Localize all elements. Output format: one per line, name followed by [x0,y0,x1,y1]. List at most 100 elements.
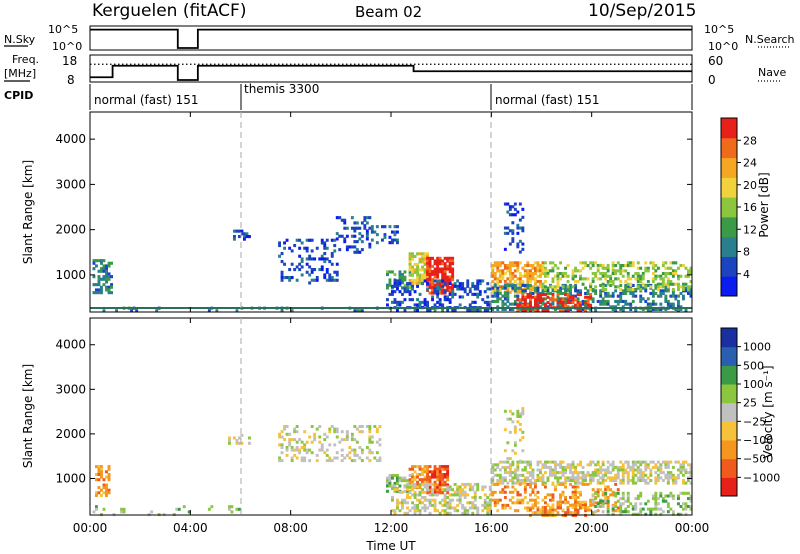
scatter-cell-11 [684,491,688,495]
scatter-cell-13 [671,282,675,286]
scatter-cell-12 [526,295,530,299]
scatter-cell-8 [609,476,613,480]
scatter-cell-8 [594,468,598,472]
scatter-cell-3 [320,446,324,449]
scatter-cell-11 [641,307,645,311]
scatter-cell-8 [626,481,630,485]
scatter-cell-7 [488,511,492,515]
scatter-cell-8 [584,476,587,480]
scatter-cell-3 [335,427,339,431]
scatter-cell-8 [428,291,432,295]
scatter-cell-5 [421,480,424,484]
scatter-cell-3 [278,459,281,463]
scatter-cell-8 [579,476,582,480]
scatter-cell-8 [523,481,527,485]
scatter-cell-8 [589,463,593,467]
scatter-cell-11 [609,294,613,298]
scatter-cell-11 [684,307,688,311]
scatter-cell-11 [679,305,683,309]
scatter-cell-11 [516,286,520,290]
scatter-cell-3 [323,244,327,248]
scatter-cell-3 [325,453,329,457]
scatter-cell-7 [416,281,419,285]
scatter-cell-11 [526,307,530,311]
scatter-cell-10 [531,503,535,507]
scatter-cell-14 [516,210,520,214]
scatter-cell-13 [644,266,648,270]
scatter-cell-8 [616,473,620,477]
scatter-cell-8 [671,473,675,477]
scatter-cell-7 [438,511,442,515]
scatter-cell-3 [308,238,312,242]
beam-title: Beam 02 [355,3,422,21]
scatter-cell-0 [105,470,108,474]
scatter-cell-13 [682,285,685,289]
scatter-cell-13 [651,266,655,270]
scatter-cell-6 [406,283,409,287]
scatter-cell-4 [406,479,409,483]
scatter-cell-0 [107,272,111,276]
scatter-cell-8 [606,468,610,472]
scatter-cell-8 [491,479,495,482]
scatter-cell-9 [511,485,515,489]
scatter-cell-9 [433,303,437,307]
scatter-cell-7 [413,268,417,272]
scatter-cell-8 [682,481,685,485]
scatter-cell-5 [416,480,419,484]
scatter-cell-9 [591,488,595,492]
scatter-cell-10 [531,264,535,268]
cpid-label: CPID [4,89,33,102]
scatter-cell-0 [97,277,101,281]
scatter-cell-13 [586,277,590,281]
scatter-cell-11 [654,512,658,516]
scatter-cell-9 [468,290,472,294]
scatter-cell-7 [471,496,475,499]
scatter-cell-8 [661,460,665,464]
scatter-cell-4 [393,484,397,488]
scatter-cell-6 [388,283,392,287]
scatter-cell-3 [368,435,372,439]
scatter-cell-12 [561,298,565,302]
scatter-cell-11 [551,299,555,303]
scatter-cell-7 [481,488,485,492]
scatter-cell-7 [476,509,480,513]
scatter-cell-11 [604,499,608,503]
scatter-cell-13 [596,266,600,270]
scatter-cell-7 [411,281,414,285]
scatter-cell-9 [616,506,620,510]
scatter-cell-7 [413,482,417,486]
scatter-cell-8 [656,479,660,482]
scatter-cell-8 [634,463,638,467]
scatter-cell-9 [541,509,545,513]
scatter-cell-10 [511,261,515,265]
scatter-cell-8 [426,270,429,274]
nsearch-tick-top: 10^5 [704,23,734,36]
scatter-cell-8 [656,468,660,472]
scatter-cell-10 [511,264,515,268]
scatter-cell-10 [566,506,570,509]
scatter-cell-6 [426,478,429,482]
scatter-cell-0 [107,291,111,295]
scatter-cell-9 [574,496,577,499]
scatter-cell-8 [677,460,680,464]
scatter-cell-10 [531,288,535,292]
scatter-cell-3 [300,273,304,277]
scatter-cell-8 [646,463,650,467]
scatter-cell-8 [493,473,497,477]
scatter-cell-4 [345,234,349,238]
scatter-cell-3 [288,432,292,436]
scatter-cell-11 [666,510,670,514]
scatter-cell-8 [536,468,540,472]
scatter-cell-3 [280,276,284,280]
scatter-cell-11 [679,512,683,516]
scatter-cell-8 [529,460,532,464]
scatter-cell-8 [501,481,505,485]
scatter-cell-8 [441,275,445,279]
scatter-cell-13 [586,264,590,268]
scatter-cell-11 [634,502,638,506]
scatter-cell-11 [689,294,693,298]
scatter-cell-10 [534,272,537,276]
scatter-cell-7 [458,490,462,494]
scatter-cell-12 [539,295,542,299]
scatter-cell-8 [601,463,605,467]
